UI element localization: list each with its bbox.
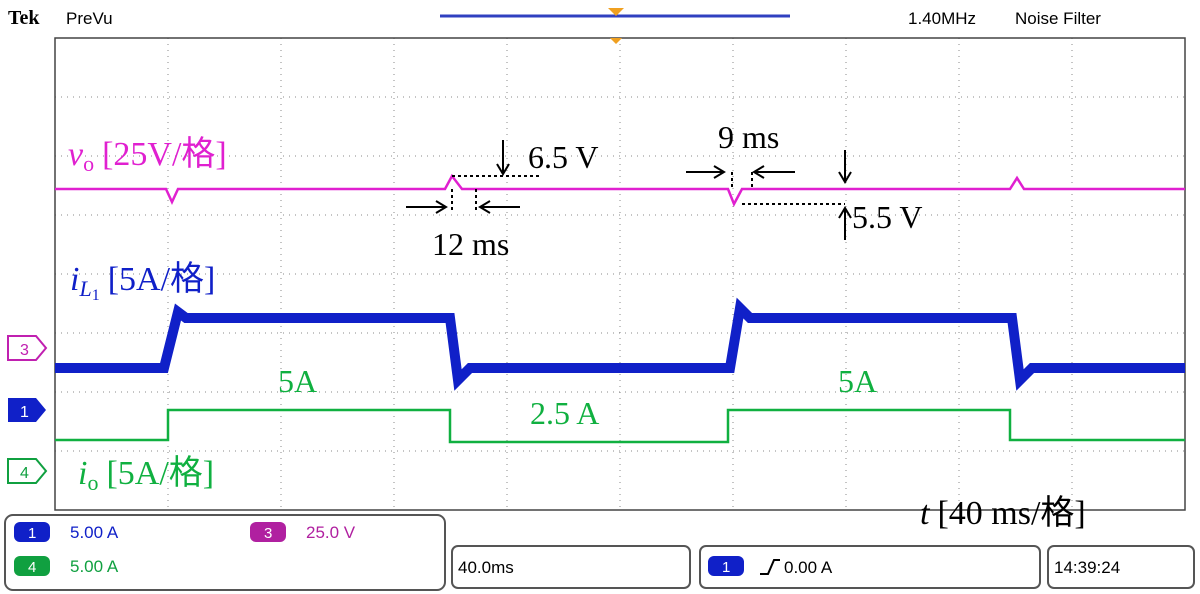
trigger-position bbox=[608, 8, 624, 44]
clock: 14:39:24 bbox=[1054, 558, 1120, 577]
ch1-scale: 5.00 A bbox=[70, 523, 119, 542]
ch4-num: 4 bbox=[28, 559, 36, 576]
timebase-panel bbox=[451, 545, 691, 589]
ch1-marker bbox=[8, 398, 46, 422]
ch3-badge bbox=[250, 522, 286, 542]
io-label: io [5A/格] bbox=[78, 454, 214, 495]
ch1-badge bbox=[14, 522, 50, 542]
vo-trace bbox=[55, 173, 1185, 207]
annotation-arrows bbox=[406, 140, 852, 240]
annotation: 5A bbox=[838, 363, 877, 399]
ch4-marker-label: 4 bbox=[20, 465, 29, 482]
trigger-panel bbox=[699, 545, 1041, 589]
ch1-marker-label: 1 bbox=[20, 404, 29, 421]
trigger-badge bbox=[708, 556, 744, 576]
bandwidth: 1.40MHz bbox=[908, 9, 976, 28]
annotation: 2.5 A bbox=[530, 395, 599, 431]
brand: Tek bbox=[8, 7, 40, 29]
trigger-level: 0.00 A bbox=[784, 558, 833, 577]
mode: PreVu bbox=[66, 9, 113, 28]
timebase: 40.0ms bbox=[458, 558, 514, 577]
channel-panel bbox=[4, 514, 446, 591]
clock-panel bbox=[1047, 545, 1195, 589]
io-trace bbox=[55, 408, 1185, 444]
il1-trace bbox=[55, 297, 1185, 391]
graticule bbox=[55, 38, 1185, 510]
ch3-marker bbox=[7, 335, 48, 361]
annotation: 12 ms bbox=[432, 226, 509, 262]
ch4-marker bbox=[7, 458, 48, 484]
vo-label: vo [25V/格] bbox=[68, 135, 227, 176]
trigger-num: 1 bbox=[722, 559, 730, 576]
il1-label: iL1 [5A/格] bbox=[70, 260, 215, 304]
ch4-badge bbox=[14, 556, 50, 576]
annotation: 9 ms bbox=[718, 119, 779, 155]
filter: Noise Filter bbox=[1015, 9, 1101, 28]
trigger-edge-icon bbox=[760, 559, 780, 575]
annotation: 5A bbox=[278, 363, 317, 399]
ch3-marker-label: 3 bbox=[20, 342, 29, 359]
ch3-scale: 25.0 V bbox=[306, 523, 356, 542]
ch3-num: 3 bbox=[264, 525, 272, 542]
annotation: 6.5 V bbox=[528, 139, 599, 175]
time-label: t [40 ms/格] bbox=[920, 494, 1086, 532]
ch1-num: 1 bbox=[28, 525, 36, 542]
annotation: 5.5 V bbox=[852, 199, 923, 235]
ch4-scale: 5.00 A bbox=[70, 557, 119, 576]
